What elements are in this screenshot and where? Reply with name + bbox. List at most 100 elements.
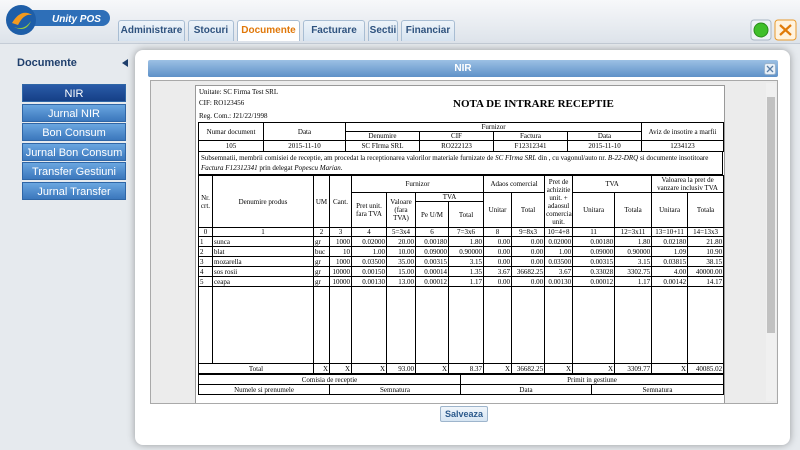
scroll-thumb[interactable] [767,97,775,333]
item-cell: 5 [198,276,213,287]
index-cell: 10=4+8 [544,227,574,237]
index-cell: 13=10+11 [651,227,689,237]
collapse-arrow[interactable] [121,59,129,67]
filler-cell [651,286,689,364]
item-cell: 0.33028 [572,266,616,277]
item-cell: gr [313,236,330,247]
tab[interactable]: Facturare [303,20,365,41]
index-cell: 11 [572,227,616,237]
exit-icon [779,24,792,36]
column-header: Furnizor [350,175,485,193]
filler-cell [511,286,546,364]
filler-cell [329,286,352,364]
column-header: Total [511,192,546,228]
item-cell: 3302.75 [614,266,653,277]
index-cell: 2 [313,227,330,237]
tab[interactable]: Documente [237,20,300,41]
column-header: Cant. [329,175,352,228]
column-header: Pret unit. fara TVA [351,192,387,228]
item-cell: mozarella [212,256,314,267]
filler-cell [415,286,449,364]
item-cell: 21.80 [687,236,725,247]
menu-item[interactable]: Jurnal NIR [22,104,126,122]
filler-cell [351,286,387,364]
filler-cell [572,286,616,364]
logo-swirl [12,12,32,25]
logo-swirl [14,21,31,29]
menu-item[interactable]: Transfer Gestiuni [22,162,126,180]
column-header: Valoarea la pret de vanzare inclusiv TVA [651,175,725,193]
item-cell: 0.00315 [572,256,616,267]
item-cell: 40000.00 [687,266,725,277]
index-cell: 1 [212,227,314,237]
item-cell: 0.00 [511,276,546,287]
total-cell: Total [198,363,314,374]
total-cell: 36682.25 [511,363,546,374]
column-header: TVA [572,175,653,193]
item-cell: 3 [198,256,213,267]
column-header: Denumire produs [212,175,314,228]
filler-cell [687,286,725,364]
item-cell: 0.00 [483,236,513,247]
filler-cell [198,286,213,364]
column-header: Total [447,201,485,228]
statement-part: din , cu vagonul/auto nr. [536,154,608,162]
item-cell: 0.90000 [614,246,653,257]
sidebar-heading: Documente [17,57,77,69]
save-button[interactable]: Salveaza [440,406,488,422]
column-header: Pret de achizitie unit. + adaosul comerc… [544,175,574,228]
item-cell: 0.02180 [651,236,689,247]
total-cell: X [351,363,387,374]
menu-item[interactable]: NIR [22,84,126,102]
unit-line: Unitate: SC Firma Test SRL [199,88,279,96]
item-cell: 0.00315 [415,256,449,267]
status-indicator [753,22,769,38]
signature-table: Comisia de receptie Primit in gestiune Nu… [198,374,724,395]
menu-item[interactable]: Jurnal Transfer [22,182,126,200]
item-row: 2 blat buc 10 1.00 10.00 0.09000 0.90000 0.00 0.0… [198,246,725,257]
total-cell: X [329,363,352,374]
document-viewer: Unitate: SC Firma Test SRL CIF: RO123456… [150,80,778,404]
tab[interactable]: Financiar [401,20,455,41]
item-cell: gr [313,276,330,287]
item-cell: blat [212,246,314,257]
document-page: Unitate: SC Firma Test SRL CIF: RO123456… [195,85,725,403]
item-row: 5 ceapa gr 10000 0.00130 13.00 0.00012 1.17 0.00… [198,276,725,287]
header-value: RO222123 [419,140,494,152]
item-cell: 0.00180 [572,236,616,247]
header-cell: Aviz de insotire a marfii [641,122,725,141]
item-cell: 10.00 [386,246,416,257]
index-cell: 9=8x3 [511,227,546,237]
item-cell: 1.00 [544,246,574,257]
column-header: UM [313,175,330,228]
item-cell: 1.17 [447,276,485,287]
item-cell: 0.00 [511,246,546,257]
item-cell: 35.00 [386,256,416,267]
menu-item[interactable]: Bon Consum [22,123,126,141]
item-cell: sunca [212,236,314,247]
item-cell: 1 [198,236,213,247]
unit-line: CIF: RO123456 [199,99,245,107]
index-cell: 5=3x4 [386,227,416,237]
item-cell: 0.00130 [544,276,574,287]
tab[interactable]: Stocuri [188,20,234,41]
column-header: Unitar [483,192,513,228]
menu-item[interactable]: Jurnal Bon Consum [22,143,126,161]
filler-cell [447,286,485,364]
item-cell: gr [313,266,330,277]
modal-close[interactable] [764,63,776,75]
tab[interactable]: Sectii [368,20,398,41]
item-cell: 14.17 [687,276,725,287]
item-cell: gr [313,256,330,267]
tab[interactable]: Administrare [118,20,185,41]
total-cell: X [415,363,449,374]
item-cell: 0.00142 [651,276,689,287]
index-cell: 12=3x11 [614,227,653,237]
filler-cell [313,286,330,364]
item-cell: 0.00 [483,246,513,257]
header-cell: Data [566,131,643,141]
statement-part: si documente insotitoare [638,154,709,162]
item-cell: 1.80 [447,236,485,247]
column-header: TVA [414,192,485,202]
scrollbar[interactable] [766,83,776,401]
